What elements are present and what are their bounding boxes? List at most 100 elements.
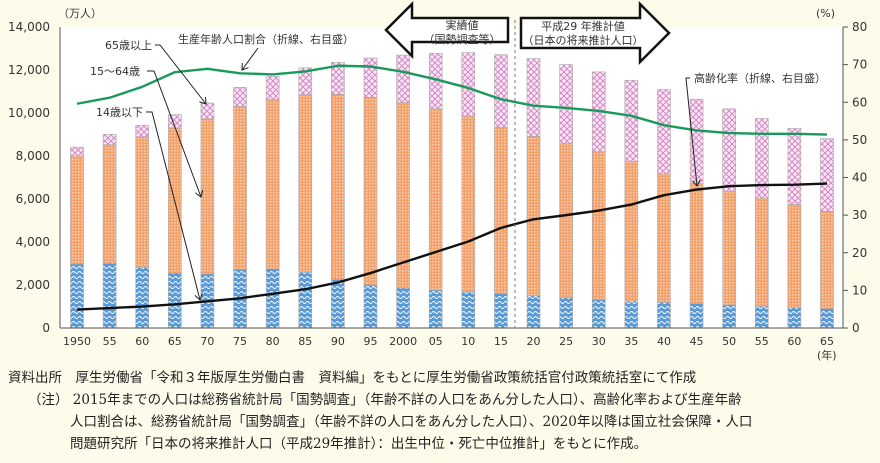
bar-age65plus-55: [102, 134, 117, 145]
bar-age15-64-80: [265, 99, 280, 270]
bar-age15-64-30: [591, 151, 606, 300]
bar-age15-64-10: [461, 115, 476, 293]
projection-arrow: [519, 0, 671, 66]
x-tick-label: 15: [494, 335, 508, 348]
label-0-14: 14歳以下: [96, 106, 143, 119]
bar-age0-14-50: [722, 304, 736, 329]
arrow-15-64: [147, 70, 201, 197]
bar-age15-64-60: [135, 136, 150, 268]
y2-tick-label: 80: [852, 20, 867, 34]
bar-age15-64-1950: [70, 155, 84, 265]
y-unit-label: （万人）: [58, 7, 102, 20]
bar-age0-14-80: [265, 268, 280, 329]
y-tick-label: 14,000: [8, 20, 50, 34]
plot-area: [60, 27, 843, 328]
x-tick-label: 55: [103, 335, 117, 348]
bar-age65plus-60: [787, 128, 802, 205]
actual-arrow: [384, 0, 510, 60]
bar-age0-14-30: [591, 299, 606, 329]
bar-age15-64-20: [526, 136, 541, 296]
x-tick-label: 2000: [389, 335, 417, 348]
bar-age15-64-60: [787, 204, 802, 308]
y2-tick-label: 10: [852, 283, 867, 297]
y-tick-label: 4,000: [16, 235, 50, 249]
x-tick-label: 20: [527, 335, 541, 348]
bar-age0-14-1950: [70, 263, 84, 329]
bar-age0-14-25: [559, 297, 573, 329]
label-65-plus: 65歳以上: [105, 39, 152, 52]
bar-age15-64-90: [331, 94, 345, 280]
bar-age15-64-85: [298, 94, 313, 273]
bar-age65plus-10: [461, 52, 476, 117]
bar-age0-14-90: [331, 279, 345, 329]
arrow-aging-rate: [685, 77, 697, 186]
y-tick-label: 12,000: [8, 63, 50, 77]
x-tick-label: 40: [657, 335, 671, 348]
y2-unit-label: (%): [816, 7, 835, 20]
y2-tick-label: 30: [852, 208, 867, 222]
x-tick-label: 75: [233, 335, 247, 348]
y2-tick-label: 40: [852, 171, 867, 185]
bar-age0-14-85: [298, 271, 313, 329]
bar-age65plus-2000: [396, 54, 410, 103]
bar-age65plus-1950: [70, 146, 84, 157]
bar-age15-64-15: [494, 127, 508, 295]
bar-age65plus-70: [200, 102, 215, 120]
bar-age0-14-95: [363, 284, 378, 329]
actual-label-1: 実績値: [446, 18, 479, 32]
bar-age0-14-40: [657, 302, 671, 329]
x-tick-label: 10: [461, 335, 475, 348]
arrow-working-age-ratio: [242, 47, 259, 70]
x-tick-label: 45: [690, 335, 704, 348]
x-tick-label: 25: [559, 335, 573, 348]
y-tick-label: 6,000: [16, 192, 50, 206]
working-age-ratio-line: [76, 64, 828, 136]
bar-age0-14-65: [820, 308, 834, 329]
x-unit-label: (年): [817, 348, 837, 362]
note-line-1: （注） 2015年までの人口は総務省統計局「国勢調査」（年齢不詳の人口をあん分し…: [28, 392, 742, 408]
bar-age15-64-25: [559, 143, 573, 299]
x-tick-label: 1950: [63, 335, 91, 348]
bar-age65plus-85: [298, 67, 313, 95]
x-tick-label: 60: [787, 335, 801, 348]
x-tick-label: 65: [820, 335, 834, 348]
bar-age65plus-35: [624, 79, 639, 162]
bar-age0-14-05: [428, 289, 443, 329]
bar-age15-64-40: [657, 173, 671, 303]
y2-tick-label: 70: [852, 58, 867, 72]
arrow-65-plus: [155, 44, 206, 104]
y-tick-label: 10,000: [8, 106, 50, 120]
population-chart: 1950 55 60 65 70 75 80 85 90 95 2000 05 10 15 20 25 30 35…: [8, 0, 867, 362]
bar-age65plus-25: [559, 64, 573, 144]
bar-age0-14-65: [168, 272, 182, 329]
note-line-2: 人口割合は、総務省統計局「国勢調査」（年齢不詳の人口をあん分した人口）、2020…: [70, 414, 753, 430]
bar-age15-64-75: [233, 106, 247, 270]
note-line-3: 問題研究所「日本の将来推計人口（平成29年推計）：出生中位・死亡中位推計」をもと…: [70, 436, 648, 452]
y-tick-label: 8,000: [16, 149, 50, 163]
projection-label-2: （日本の将来推計人口）: [523, 33, 644, 47]
arrow-0-14: [146, 111, 200, 300]
bar-age0-14-60: [135, 266, 150, 329]
bar-age0-14-10: [461, 291, 476, 329]
bar-age15-64-70: [200, 118, 215, 275]
actual-label-2: （国勢調査等）: [424, 32, 501, 46]
y2-tick-label: 50: [852, 133, 867, 147]
x-tick-label: 65: [168, 335, 182, 348]
bar-age65plus-15: [494, 54, 508, 128]
bar-age65plus-65: [820, 138, 834, 212]
bar-age15-64-95: [363, 97, 378, 286]
bar-age0-14-60: [787, 307, 802, 329]
bar-age15-64-45: [689, 183, 704, 304]
bar-age65plus-40: [657, 89, 671, 175]
bar-age65plus-80: [265, 76, 280, 100]
x-tick-label: 35: [624, 335, 638, 348]
y2-tick-label: 20: [852, 246, 867, 260]
bar-age0-14-2000: [396, 287, 410, 329]
bar-age0-14-55: [754, 305, 769, 329]
bar-age65plus-60: [135, 124, 150, 138]
x-tick-label: 90: [331, 335, 345, 348]
bar-age65plus-20: [526, 58, 541, 137]
bar-age15-64-35: [624, 161, 639, 302]
projection-label-1: 平成29 年推計値: [541, 19, 625, 33]
